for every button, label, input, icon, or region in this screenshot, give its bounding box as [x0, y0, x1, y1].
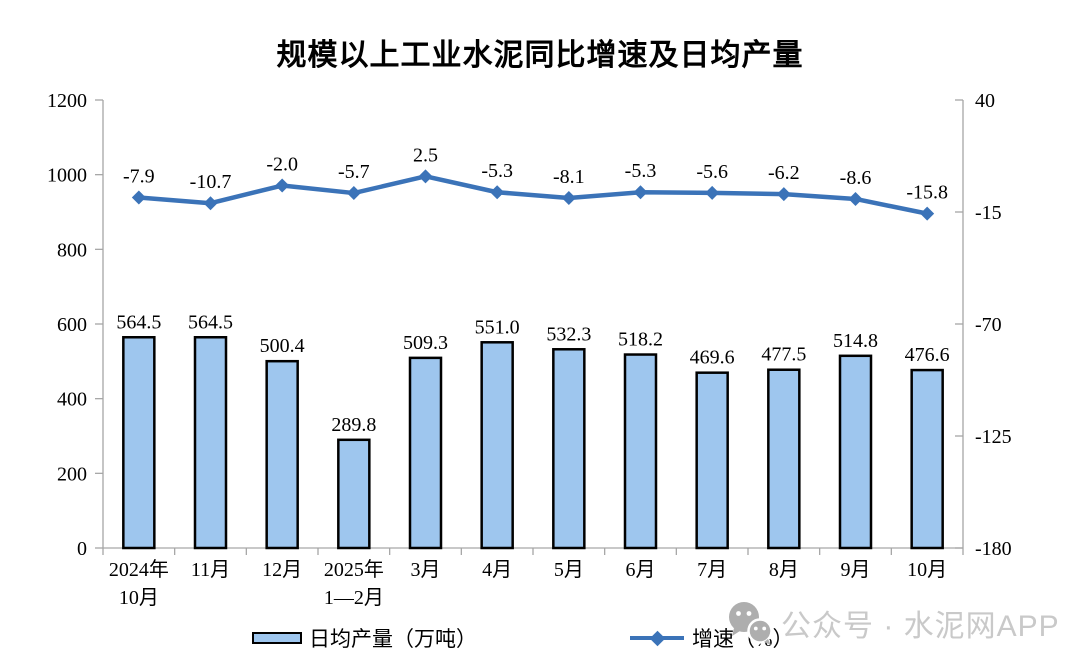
x-axis-label: 4月 — [482, 559, 512, 581]
line-value-label: -5.3 — [481, 160, 513, 182]
bar — [767, 368, 801, 550]
right-axis-label: -125 — [975, 426, 1012, 448]
x-axis-label: 10月 — [907, 559, 947, 581]
bar-legend-label: 日均产量（万吨） — [309, 627, 477, 651]
x-axis-label: 2025年 1—2月 — [324, 558, 384, 609]
bar — [193, 336, 228, 550]
line-marker — [275, 178, 290, 193]
x-axis-label: 12月 — [262, 559, 302, 581]
line-marker — [346, 186, 361, 201]
bar-value-label: 477.5 — [761, 344, 806, 366]
x-axis-label: 8月 — [769, 559, 799, 581]
bar-value-label: 469.6 — [690, 347, 735, 369]
bar-value-label: 509.3 — [403, 332, 448, 354]
bar — [552, 348, 586, 550]
left-axis-label: 0 — [77, 538, 87, 560]
line-value-label: 2.5 — [413, 144, 438, 166]
bar-value-label: 532.3 — [546, 323, 591, 345]
line-value-label: -15.8 — [906, 182, 948, 204]
bar-value-label: 551.0 — [475, 316, 520, 338]
growth-line — [138, 174, 928, 216]
x-axis-label: 2024年 10月 — [109, 558, 169, 609]
bar-value-label: 500.4 — [260, 335, 305, 357]
line-value-label: -2.0 — [266, 154, 298, 176]
x-axis-label: 5月 — [554, 559, 584, 581]
line-value-label: -5.7 — [338, 161, 370, 183]
right-axis-label: -70 — [975, 314, 1002, 336]
line-legend-swatch — [630, 630, 684, 646]
x-axis-label: 7月 — [697, 559, 727, 581]
bar — [695, 371, 729, 550]
wechat-icon — [729, 602, 773, 645]
diamond-marker-icon — [649, 630, 666, 646]
x-axis-label: 9月 — [841, 559, 871, 581]
line-value-label: -10.7 — [190, 171, 232, 193]
bar — [265, 359, 299, 550]
line-marker — [203, 196, 218, 211]
bar-value-label: 564.5 — [116, 311, 161, 333]
bar-value-label: 476.6 — [905, 344, 950, 366]
bar-value-label: 564.5 — [188, 311, 233, 333]
line-marker — [131, 190, 146, 205]
x-axis-label: 3月 — [411, 559, 441, 581]
x-axis-label: 6月 — [626, 559, 656, 581]
line-marker — [776, 187, 791, 202]
left-axis-label: 1200 — [47, 90, 87, 112]
line-value-label: -6.2 — [768, 162, 800, 184]
line-value-label: -5.6 — [696, 161, 728, 183]
bar — [623, 353, 658, 550]
bar — [480, 341, 514, 550]
left-axis-label: 200 — [57, 463, 87, 485]
right-axis-label: -180 — [975, 538, 1012, 560]
bar-value-label: 518.2 — [618, 329, 663, 351]
left-axis-label: 800 — [57, 239, 87, 261]
line-marker — [561, 190, 576, 205]
bar — [910, 368, 944, 550]
bar-value-label: 289.8 — [331, 414, 376, 436]
bar — [122, 336, 156, 550]
right-axis-label: -15 — [975, 202, 1002, 224]
legend-item-bar: 日均产量（万吨） — [252, 627, 477, 651]
line-value-label: -8.1 — [553, 166, 585, 188]
bar — [838, 354, 873, 550]
bar-legend-swatch — [252, 632, 302, 644]
line-value-label: -7.9 — [123, 166, 155, 188]
line-marker — [418, 169, 433, 184]
left-axis-label: 600 — [57, 314, 87, 336]
line-value-label: -8.6 — [840, 167, 872, 189]
watermark: 公众号 · 水泥网APP — [724, 600, 1060, 646]
line-marker — [848, 191, 863, 206]
line-marker — [490, 185, 505, 200]
watermark-text: 公众号 · 水泥网APP — [781, 610, 1060, 643]
left-axis-label: 1000 — [47, 165, 87, 187]
x-axis-label: 11月 — [191, 559, 230, 581]
chart-title: 规模以上工业水泥同比增速及日均产量 — [276, 39, 804, 72]
line-value-label: -5.3 — [625, 160, 657, 182]
left-axis-label: 400 — [57, 389, 87, 411]
right-axis-label: 40 — [975, 90, 995, 112]
bar — [408, 356, 443, 550]
line-marker — [705, 185, 720, 200]
bar-value-label: 514.8 — [833, 330, 878, 352]
line-marker — [633, 185, 648, 200]
bar — [337, 438, 371, 550]
line-marker — [920, 206, 935, 221]
